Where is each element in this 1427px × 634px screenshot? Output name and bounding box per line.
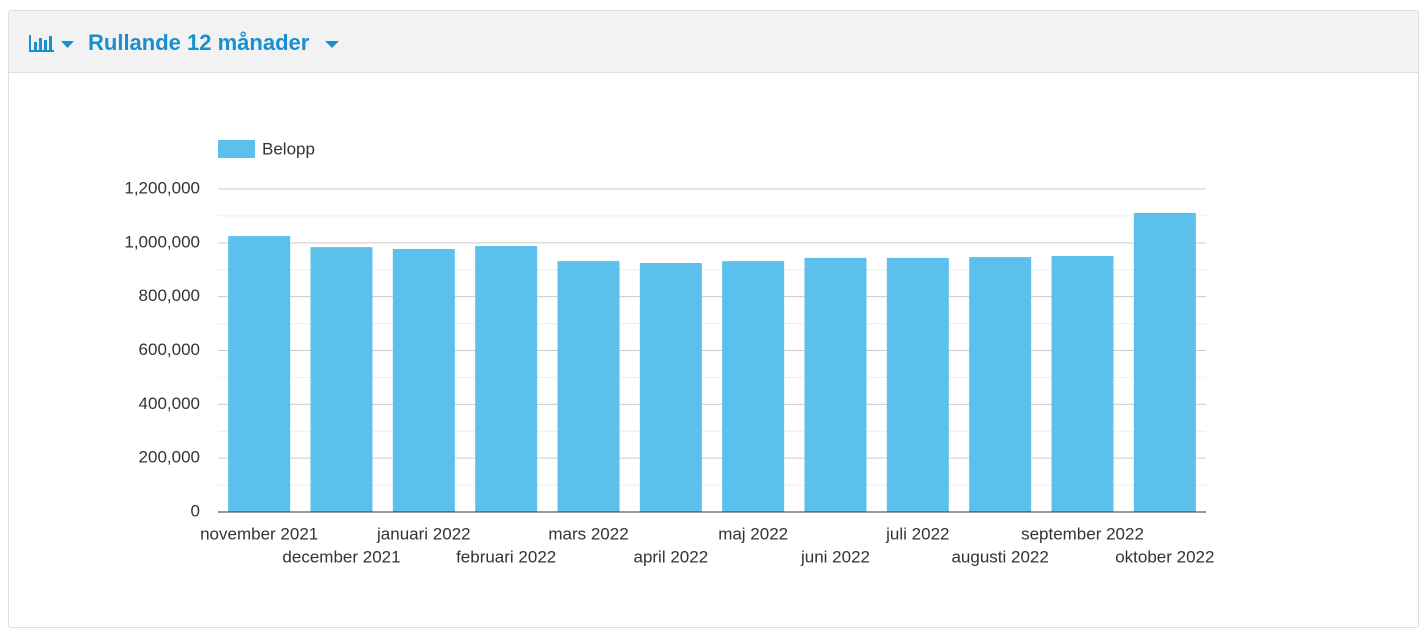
bar <box>969 257 1032 512</box>
x-tick-label: november 2021 <box>200 524 318 543</box>
legend-label: Belopp <box>262 139 315 158</box>
bar <box>228 236 291 512</box>
x-tick-label: juni 2022 <box>800 547 870 566</box>
y-tick-label: 1,200,000 <box>124 178 200 197</box>
icon <box>44 40 47 50</box>
y-tick-label: 1,000,000 <box>124 232 200 251</box>
x-tick-label: januari 2022 <box>376 524 471 543</box>
icon <box>29 50 54 52</box>
icon <box>29 35 31 52</box>
y-tick-label: 400,000 <box>139 394 200 413</box>
x-tick-label: februari 2022 <box>456 547 556 566</box>
x-tick-label: augusti 2022 <box>951 547 1048 566</box>
x-tick-label: mars 2022 <box>548 524 628 543</box>
panel-title[interactable]: Rullande 12 månader <box>88 30 310 55</box>
bar <box>310 247 373 512</box>
x-tick-label: juli 2022 <box>885 524 949 543</box>
x-tick-label: maj 2022 <box>718 524 788 543</box>
y-tick-label: 0 <box>191 501 200 520</box>
y-tick-label: 600,000 <box>139 340 200 359</box>
bar <box>475 246 538 512</box>
panel <box>8 10 1419 628</box>
y-tick-label: 800,000 <box>139 286 200 305</box>
bar <box>886 257 949 512</box>
bar <box>639 263 702 512</box>
bar <box>722 261 785 512</box>
legend-swatch <box>218 140 255 158</box>
icon <box>49 36 52 50</box>
icon <box>34 42 37 50</box>
x-tick-label: oktober 2022 <box>1115 547 1214 566</box>
x-tick-label: december 2021 <box>282 547 400 566</box>
y-tick-label: 200,000 <box>139 448 200 467</box>
icon <box>39 38 42 50</box>
bar <box>557 261 620 512</box>
x-tick-label: september 2022 <box>1021 524 1144 543</box>
caret <box>61 41 74 48</box>
bar <box>804 257 867 512</box>
bar <box>392 249 455 512</box>
x-tick-label: april 2022 <box>633 547 708 566</box>
bar <box>1133 212 1196 513</box>
bar <box>1051 256 1114 512</box>
chart-type-button[interactable] <box>29 35 74 52</box>
caret[interactable] <box>325 41 339 48</box>
panel-header <box>9 11 1418 73</box>
